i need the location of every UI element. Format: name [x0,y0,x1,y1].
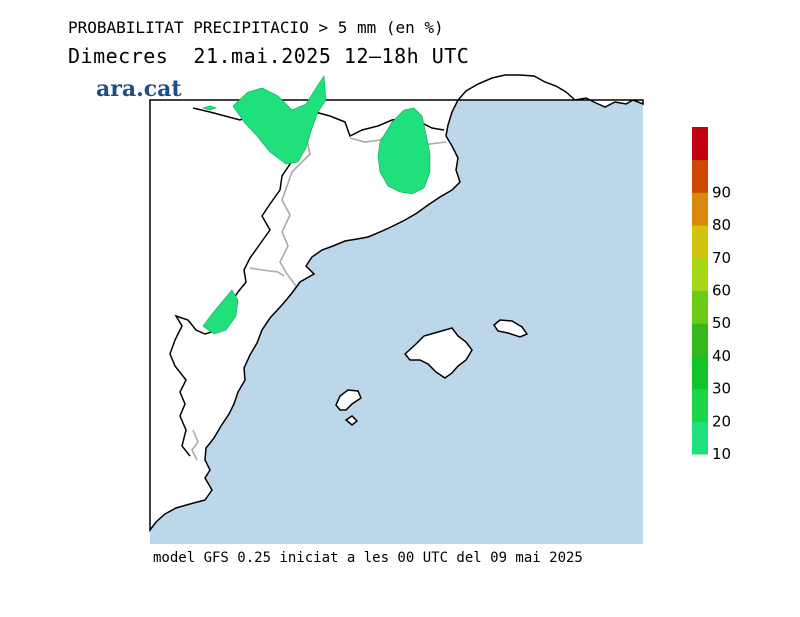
legend-swatch [692,421,708,455]
formentera-island [344,415,359,426]
legend-label: 40 [712,347,731,365]
precip-area-pyrenees-west [232,75,327,165]
legend-swatch [692,355,708,390]
legend-swatch [692,192,708,226]
legend-swatch [692,225,708,259]
legend-label: 80 [712,216,731,234]
legend-swatch [692,257,708,291]
precip-area-ebre [202,289,239,335]
precip-area-small [201,105,217,111]
legend-label: 70 [712,249,731,267]
legend-label: 50 [712,314,731,332]
legend-label: 30 [712,380,731,398]
brand-logo: ara.cat [96,76,182,102]
precip-area-girona [377,107,431,195]
mainland [149,74,644,533]
legend-label: 90 [712,183,731,201]
legend-swatch [692,290,708,324]
legend-swatch [692,323,708,357]
legend-swatch [692,127,708,161]
mallorca-island [403,327,473,379]
legend-swatch [692,388,708,422]
legend-colorbar: 10 20 30 40 50 60 70 80 90 [692,127,731,463]
map-subtitle: Dimecres 21.mai.2025 12–18h UTC [68,44,470,68]
legend-label: 10 [712,445,731,463]
eivissa-island [335,389,362,411]
precipitation-areas [201,75,431,335]
legend-label: 60 [712,282,731,300]
legend-swatch [692,159,708,193]
menorca-island [493,319,529,338]
map-title: PROBABILITAT PRECIPITACIO > 5 mm (en %) [68,18,444,37]
model-run-info: model GFS 0.25 iniciat a les 00 UTC del … [153,550,583,566]
legend-label: 20 [712,412,731,430]
